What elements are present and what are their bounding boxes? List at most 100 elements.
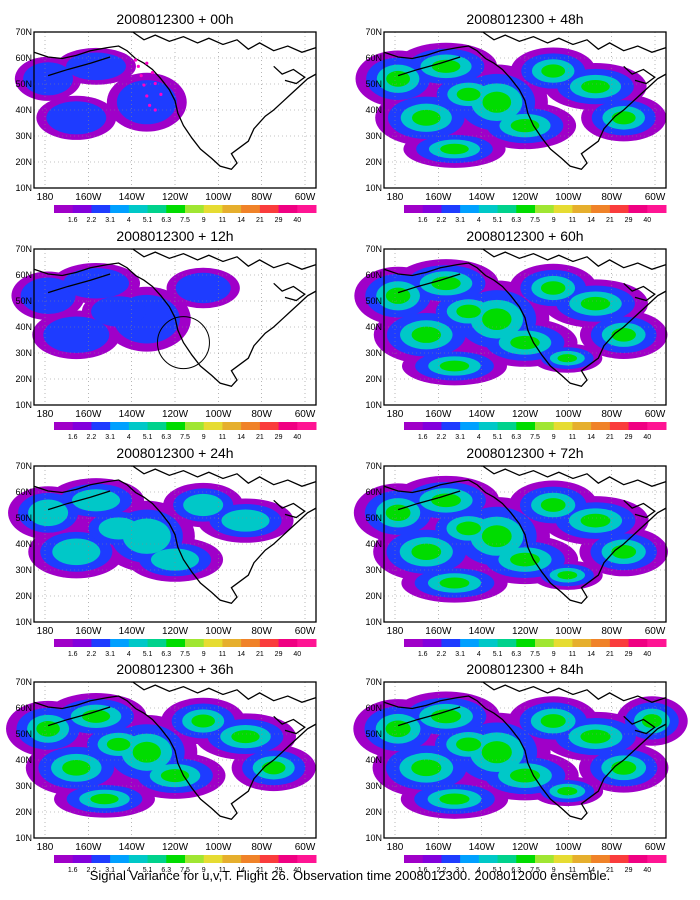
variance-contour	[540, 498, 566, 512]
colorbar-label: 4	[127, 867, 131, 874]
lat-tick-label: 60N	[365, 487, 382, 497]
map-panel: 2008012300 + 24h 70N 60N 50N 40N 30N 20N 10N 180…	[8, 445, 317, 658]
colorbar-swatch	[91, 422, 111, 430]
lon-tick-label: 100W	[555, 842, 582, 853]
variance-contour	[456, 737, 482, 752]
colorbar-label: 29	[275, 217, 283, 224]
lat-tick-label: 60N	[365, 703, 382, 713]
colorbar-label: 2.2	[437, 217, 447, 224]
colorbar-swatch	[516, 639, 536, 647]
colorbar-swatch	[609, 205, 630, 213]
colorbar-label: 40	[293, 434, 301, 441]
lat-tick-label: 50N	[365, 513, 382, 523]
coastline	[397, 490, 461, 511]
lon-tick-label: 180	[37, 842, 54, 853]
variance-contour	[611, 544, 637, 559]
lon-tick-label: 100W	[205, 192, 232, 203]
colorbar-label: 1.6	[418, 651, 428, 658]
coastline	[383, 262, 667, 388]
lat-tick-label: 10N	[15, 833, 32, 843]
map-frame	[383, 248, 667, 406]
colorbar-label: 29	[275, 651, 283, 658]
colorbar-swatch	[185, 855, 205, 863]
colorbar-swatch	[110, 422, 130, 430]
colorbar-swatch	[297, 639, 317, 647]
colorbar-swatch	[185, 422, 205, 430]
colorbar-swatch	[535, 205, 555, 213]
lon-tick-label: 60W	[645, 626, 666, 637]
colorbar-label: 6.3	[161, 434, 171, 441]
coastline	[623, 65, 656, 85]
variance-contour	[481, 741, 512, 764]
variance-contour	[440, 143, 469, 155]
map-frame	[383, 31, 667, 189]
colorbar-label: 7.5	[180, 434, 190, 441]
coastline	[132, 465, 317, 487]
lat-tick-label: 20N	[365, 807, 382, 817]
lat-tick-label: 20N	[15, 374, 32, 384]
panel-title: 2008012300 + 84h	[466, 661, 583, 677]
variance-contour	[557, 787, 578, 796]
colorbar-label: 7.5	[180, 651, 190, 658]
lat-tick-label: 40N	[365, 322, 382, 332]
colorbar-label: 11	[219, 867, 226, 874]
lat-tick-label: 20N	[365, 157, 382, 167]
colorbar-swatch	[203, 855, 223, 863]
colorbar-label: 40	[293, 867, 301, 874]
colorbar-swatch	[72, 422, 92, 430]
lon-tick-label: 120W	[162, 626, 189, 637]
colorbar-label: 40	[293, 217, 301, 224]
lat-tick-label: 40N	[15, 755, 32, 765]
variance-contour	[160, 769, 190, 783]
colorbar-swatch	[441, 205, 461, 213]
colorbar-swatch	[460, 855, 480, 863]
colorbar-swatch	[478, 855, 499, 863]
lon-tick-label: 160W	[75, 842, 102, 853]
variance-contour	[439, 577, 470, 589]
colorbar-swatch	[460, 639, 480, 647]
flight-track-point	[133, 58, 138, 62]
colorbar-label: 5.1	[493, 867, 503, 874]
lon-tick-label: 80W	[601, 409, 622, 420]
colorbar-label: 40	[643, 651, 651, 658]
colorbar-swatch	[72, 639, 92, 647]
colorbar-label: 21	[256, 217, 264, 224]
variance-contour	[385, 720, 411, 738]
colorbar-swatch	[259, 855, 280, 863]
colorbar-label: 21	[256, 867, 264, 874]
variance-contour	[150, 548, 200, 571]
lon-tick-label: 80W	[251, 842, 272, 853]
colorbar-swatch	[166, 205, 186, 213]
variance-contour	[183, 493, 224, 517]
colorbar-label: 2.2	[437, 867, 447, 874]
colorbar-swatch	[404, 639, 424, 647]
coastline	[273, 715, 306, 735]
colorbar-label: 14	[587, 651, 595, 658]
colorbar-swatch	[222, 205, 242, 213]
coastline	[623, 282, 656, 302]
colorbar-label: 21	[606, 867, 614, 874]
colorbar-swatch	[91, 639, 111, 647]
lat-tick-label: 50N	[15, 296, 32, 306]
colorbar-label: 3.1	[455, 651, 465, 658]
lon-tick-label: 60W	[295, 842, 316, 853]
colorbar-label: 6.3	[511, 217, 521, 224]
lon-tick-label: 120W	[512, 409, 539, 420]
lon-tick-label: 160W	[425, 842, 452, 853]
lon-tick-label: 60W	[295, 409, 316, 420]
colorbar-label: 4	[127, 217, 131, 224]
colorbar-swatch	[628, 205, 648, 213]
variance-contour	[116, 80, 177, 125]
lon-tick-label: 120W	[512, 842, 539, 853]
colorbar-label: 29	[625, 651, 633, 658]
colorbar-swatch	[259, 639, 280, 647]
colorbar-label: 4	[127, 434, 131, 441]
variance-contour	[191, 714, 215, 728]
colorbar-swatch	[54, 422, 74, 430]
lat-tick-label: 50N	[365, 729, 382, 739]
flight-track-point	[153, 108, 157, 112]
lat-tick-label: 20N	[365, 374, 382, 384]
lat-tick-label: 70N	[365, 244, 382, 254]
lon-tick-label: 160W	[425, 192, 452, 203]
lat-tick-label: 30N	[15, 131, 32, 141]
